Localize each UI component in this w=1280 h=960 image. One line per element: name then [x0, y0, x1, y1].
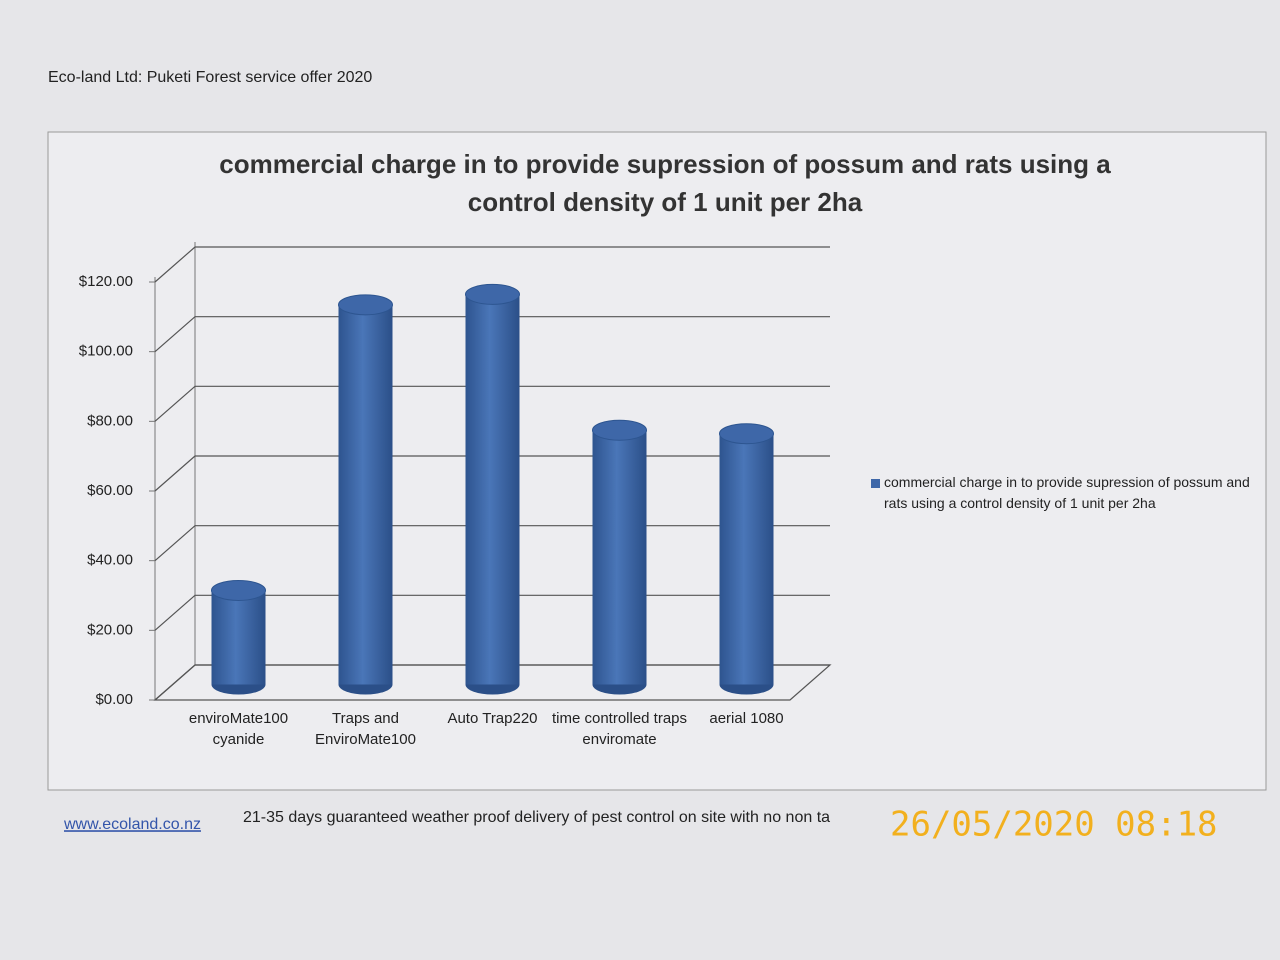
bar-body [592, 430, 647, 685]
footer-note: 21-35 days guaranteed weather proof deli… [243, 809, 830, 826]
x-tick-label: Auto Trap220 [447, 710, 538, 727]
bar-body [719, 433, 774, 685]
x-tick-label-box: time controlled traps enviromate [551, 710, 688, 748]
bar-top [592, 419, 647, 441]
bar-body [338, 304, 393, 685]
page-header: Eco-land Ltd: Puketi Forest service offe… [48, 69, 372, 86]
bar [592, 419, 647, 695]
bar-top [719, 423, 774, 445]
legend-label: commercial charge in to provide supressi… [884, 474, 1250, 511]
bar [465, 283, 520, 695]
y-tick-label: $120.00 [79, 273, 133, 290]
legend-swatch [871, 479, 880, 488]
bar-body [465, 294, 520, 685]
timestamp: 26/05/2020 08:18 [890, 805, 1218, 845]
x-tick-label-box: aerial 1080 [709, 710, 784, 727]
y-tick-label: $80.00 [87, 412, 133, 429]
footer-link[interactable]: www.ecoland.co.nz [63, 816, 201, 833]
legend-label-box: commercial charge in to provide supressi… [884, 474, 1250, 511]
chart-title: commercial charge in to provide supressi… [219, 149, 1111, 217]
y-tick-label: $100.00 [79, 343, 133, 360]
bar [338, 294, 393, 695]
bar-top [211, 579, 266, 601]
bar-top [465, 283, 520, 305]
grid-line [154, 385, 830, 422]
bar-body [211, 590, 266, 685]
x-tick-label-box: enviroMate100 cyanide [188, 710, 289, 748]
floor [153, 664, 832, 701]
grid-line [154, 246, 830, 283]
x-tick-label-box: Auto Trap220 [447, 710, 538, 727]
y-tick-label: $0.00 [95, 691, 133, 708]
title-box: commercial charge in to provide supressi… [219, 149, 1111, 217]
grid-line [154, 316, 830, 353]
y-tick-label: $40.00 [87, 552, 133, 569]
x-tick-label: Traps and EnviroMate100 [315, 710, 416, 748]
x-tick-label: time controlled traps enviromate [551, 710, 688, 748]
bar [719, 423, 774, 695]
y-tick-label: $60.00 [87, 482, 133, 499]
x-tick-label: enviroMate100 cyanide [188, 710, 289, 748]
x-tick-label-box: Traps and EnviroMate100 [315, 710, 416, 748]
bar [211, 579, 266, 695]
x-tick-label: aerial 1080 [709, 710, 784, 727]
y-tick-label: $20.00 [87, 621, 133, 638]
bar-top [338, 294, 393, 316]
